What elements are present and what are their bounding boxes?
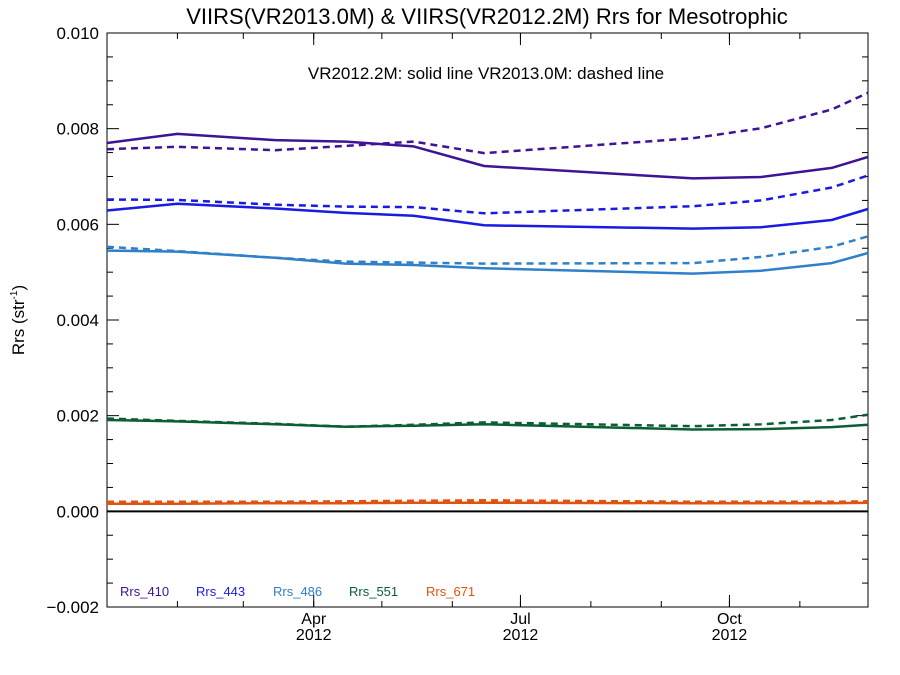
series-line-rrs-551-solid <box>106 418 869 431</box>
series-line-rrs-410-dashed <box>106 91 869 155</box>
chart-title: VIIRS(VR2013.0M) & VIIRS(VR2012.2M) Rrs … <box>186 4 788 29</box>
plot-area: −0.0020.0000.0020.0040.0060.0080.010Apr2… <box>47 24 869 644</box>
x-tick-month-label: Jul <box>510 611 530 628</box>
y-axis-label: Rrs (str-1) <box>9 285 28 355</box>
legend-item-rrs-551: Rrs_551 <box>349 584 398 599</box>
series-line-rrs-486-solid <box>106 249 869 275</box>
y-tick-label: 0.010 <box>56 24 99 43</box>
y-tick-label: 0.000 <box>56 502 99 521</box>
series-line-rrs-671-solid <box>107 501 869 505</box>
legend-item-rrs-443: Rrs_443 <box>196 584 245 599</box>
series-line-rrs-443-solid <box>106 202 869 230</box>
series-line-rrs-671-dashed <box>107 499 869 504</box>
series-line-rrs-443-dashed <box>106 174 869 215</box>
x-tick-year-label: 2012 <box>296 627 332 644</box>
plot-frame <box>106 32 869 608</box>
y-tick-label: 0.004 <box>56 311 99 330</box>
legend-item-rrs-486: Rrs_486 <box>273 584 322 599</box>
x-tick-year-label: 2012 <box>503 627 539 644</box>
line-style-note: VR2012.2M: solid line VR2013.0M: dashed … <box>308 64 664 83</box>
y-tick-label: 0.006 <box>56 215 99 234</box>
y-axis-label-text: Rrs (str <box>9 299 28 355</box>
series-line-rrs-551-dashed <box>106 413 869 428</box>
y-tick-label: 0.008 <box>56 120 99 139</box>
y-axis-label-close: ) <box>9 285 28 291</box>
legend-item-rrs-410: Rrs_410 <box>120 584 169 599</box>
x-tick-month-label: Apr <box>301 611 327 628</box>
legend-item-rrs-671: Rrs_671 <box>426 584 475 599</box>
series-line-rrs-410-solid <box>106 132 869 180</box>
x-tick-month-label: Oct <box>717 611 742 628</box>
y-tick-label: −0.002 <box>47 598 99 617</box>
legend: Rrs_410 Rrs_443 Rrs_486 Rrs_551 Rrs_671 <box>120 584 475 599</box>
y-tick-label: 0.002 <box>56 407 99 426</box>
x-tick-year-label: 2012 <box>712 627 748 644</box>
series-line-rrs-486-dashed <box>106 235 869 265</box>
y-axis-label-exponent: -1 <box>9 290 20 299</box>
